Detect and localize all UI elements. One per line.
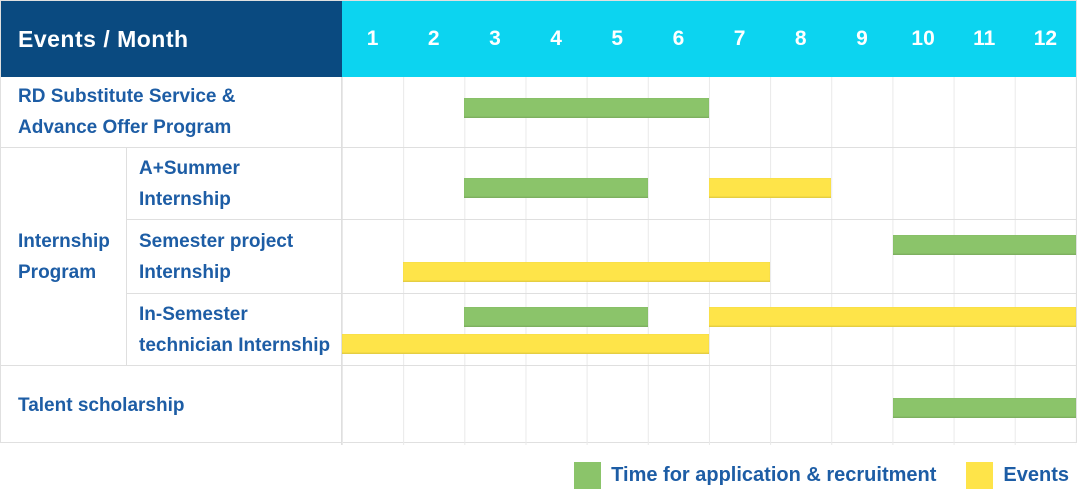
row-label: Talent scholarship: [1, 366, 342, 445]
legend: Time for application & recruitment Event…: [0, 443, 1077, 494]
row-label: Semester project Internship: [127, 220, 342, 293]
month-label: 2: [427, 27, 440, 50]
gantt-table: Events / Month 1 2 3 4 5 6 7 8 9 10 11 12 RD Substi…: [0, 0, 1077, 445]
gantt-header: Events / Month 1 2 3 4 5 6 7 8 9 10 11 12: [1, 1, 1076, 77]
row-label-line: technician Internship: [139, 334, 331, 356]
gantt-bar-events: [342, 334, 709, 354]
gantt-row-rd-substitute-service: RD Substitute Service & Advance Offer Pro…: [1, 77, 1076, 148]
gantt-group-internship-program: Internship Program A+Summer Internship Semes…: [1, 148, 1076, 366]
legend-swatch-application: [574, 462, 602, 489]
month-label: 1: [366, 27, 379, 50]
row-label-line: Internship: [139, 261, 231, 283]
month-label: 9: [856, 27, 868, 50]
legend-swatch-events: [966, 462, 994, 489]
row-label-line: Advance Offer Program: [18, 117, 232, 138]
header-title-text: Events / Month: [18, 25, 189, 52]
month-label: 3: [489, 27, 501, 50]
group-label: Internship Program: [1, 148, 127, 365]
row-grid: [342, 148, 1076, 219]
gantt-bar-application: [464, 307, 648, 327]
month-label: 11: [973, 27, 996, 50]
month-label: 10: [911, 27, 935, 50]
gantt-body: RD Substitute Service & Advance Offer Pro…: [1, 77, 1076, 445]
gantt-bar-application: [464, 98, 709, 118]
legend-label-application: Time for application & recruitment: [611, 464, 937, 486]
month-label: 4: [550, 27, 562, 50]
gantt-row-semester-project-internship: Semester project Internship: [127, 220, 1076, 294]
gantt-bar-events: [709, 178, 832, 198]
row-label-line: Semester project: [139, 230, 294, 252]
gantt-row-a-plus-summer-internship: A+Summer Internship: [127, 148, 1076, 220]
group-label-line: Internship: [18, 230, 110, 252]
row-label-line: A+Summer: [139, 157, 240, 179]
group-rows: A+Summer Internship Semester project Intern…: [127, 148, 1076, 365]
month-label: 8: [794, 27, 807, 50]
month-header: 1 2 3 4 5 6 7 8 9 10 11 12: [342, 1, 1076, 77]
legend-label-events: Events: [1003, 464, 1069, 486]
gantt-bar-events: [709, 307, 1076, 327]
row-label-line: Talent scholarship: [18, 395, 185, 416]
gantt-bar-events: [403, 262, 771, 282]
row-grid: [342, 220, 1076, 293]
row-label: In-Semester technician Internship: [127, 294, 342, 365]
gantt-row-in-semester-technician-internship: In-Semester technician Internship: [127, 294, 1076, 365]
row-label: A+Summer Internship: [127, 148, 342, 219]
group-label-line: Program: [18, 261, 97, 283]
events-month-header-cell: Events / Month: [1, 1, 342, 77]
row-grid: [342, 77, 1076, 147]
month-label: 12: [1033, 27, 1058, 50]
gantt-row-talent-scholarship: Talent scholarship: [1, 366, 1076, 445]
gantt-bar-application: [892, 235, 1076, 255]
month-label: 7: [733, 27, 746, 50]
gantt-bar-application: [464, 178, 648, 198]
row-grid: [342, 294, 1076, 365]
row-label-line: Internship: [139, 188, 231, 210]
row-label-line: RD Substitute Service &: [18, 86, 236, 107]
row-label: RD Substitute Service & Advance Offer Pro…: [1, 77, 342, 147]
row-label-line: In-Semester: [139, 303, 248, 325]
row-grid: [342, 366, 1076, 445]
gantt-bar-application: [892, 398, 1076, 418]
month-label: 5: [611, 27, 624, 50]
month-label: 6: [672, 27, 685, 50]
